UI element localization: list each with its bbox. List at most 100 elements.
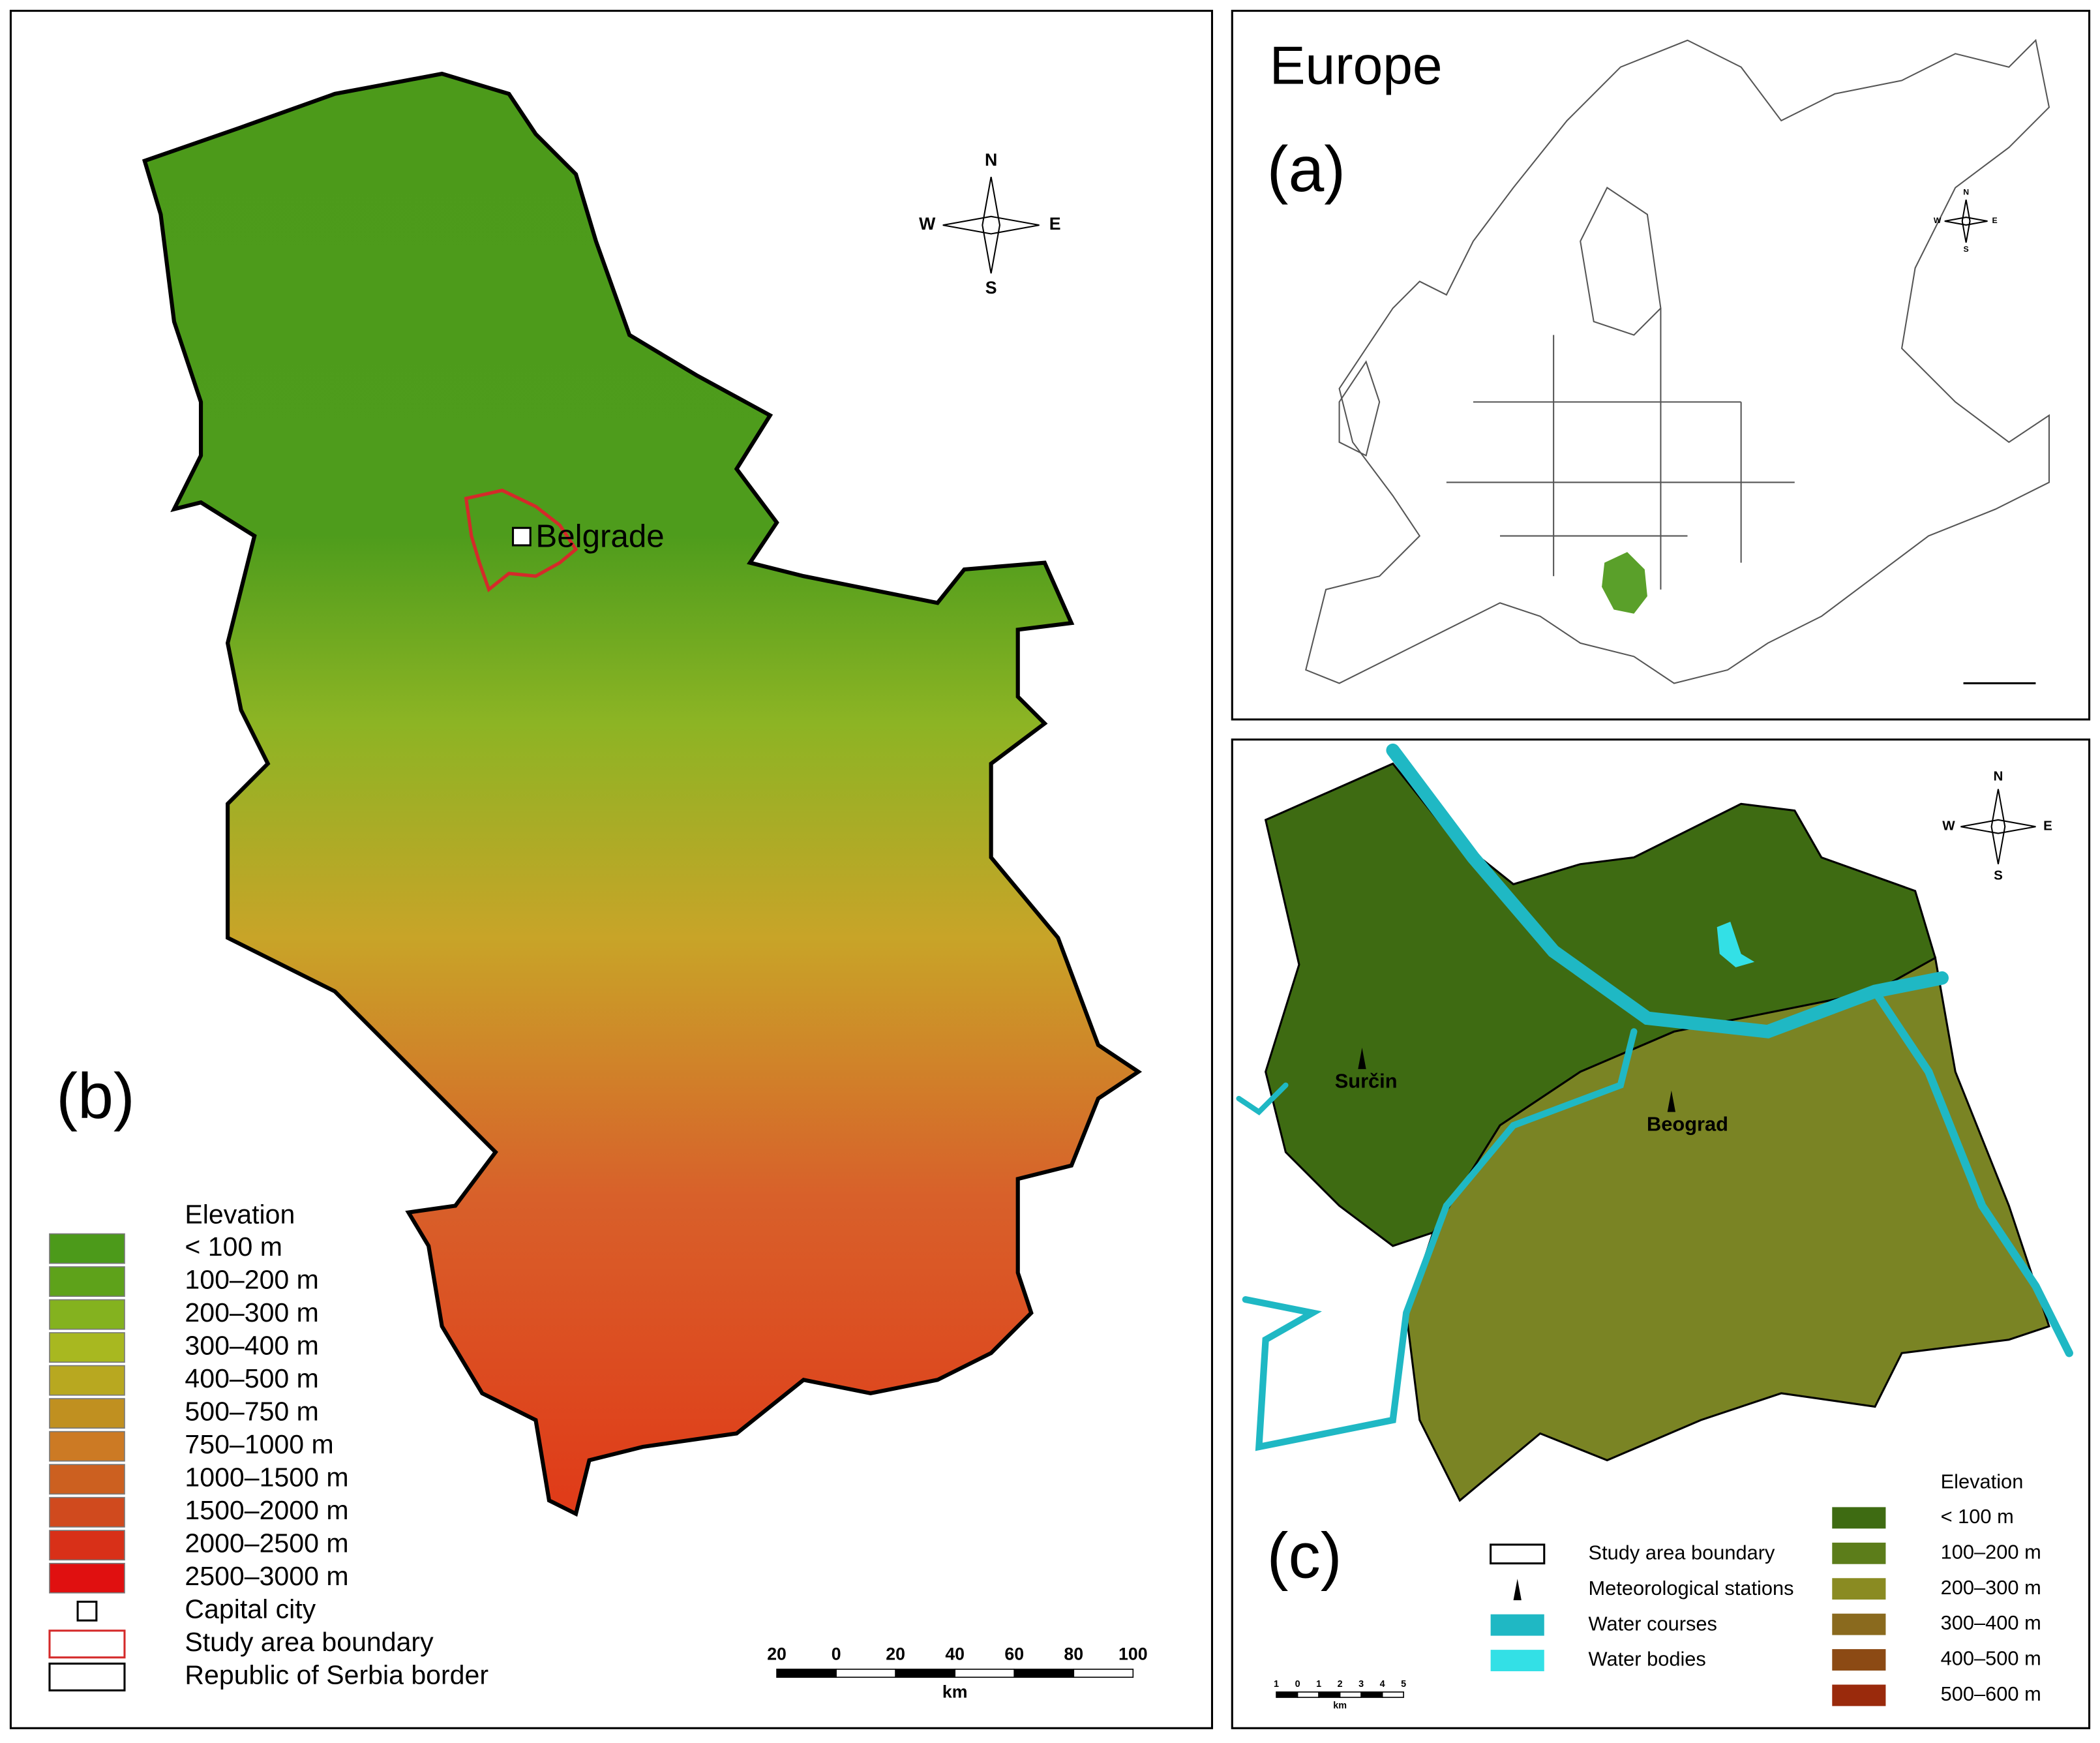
panel-title: Europe [1270,37,1443,96]
compass-rose [1960,789,2036,864]
compass-w: W [1934,216,1942,225]
place-label: Belgrade [535,519,664,554]
legend-label: 750–1000 m [185,1429,333,1459]
panel-label: (c) [1267,1520,1342,1592]
water-body [1717,922,1755,967]
serbia-highlight [1602,552,1647,614]
scale-label: 3 [1358,1679,1364,1690]
scale-segment [895,1669,956,1678]
legend-label: 500–600 m [1941,1682,2041,1705]
legend-swatch [49,1266,125,1297]
station-label: Beograd [1647,1112,1728,1135]
legend-swatch [1832,1613,1886,1635]
legend-swatch [49,1365,125,1396]
scale-segment [1381,1691,1404,1698]
scale-label: 100 [1118,1644,1148,1664]
compass-n: N [1994,769,2003,784]
legend-label: Study area boundary [1589,1541,1776,1564]
compass-s: S [985,278,997,297]
legend-label: Meteorological stations [1589,1577,1794,1599]
scale-unit: km [942,1682,968,1701]
compass-n: N [985,150,997,170]
legend-label: 200–300 m [1941,1576,2041,1599]
legend-swatch [1832,1684,1886,1706]
legend-label: 300–400 m [185,1330,318,1360]
legend-label: Republic of Serbia border [185,1660,488,1690]
scale-unit: km [1333,1701,1347,1711]
station-marker [1358,1048,1366,1069]
station-marker [1667,1090,1676,1112]
compass-w: W [1942,819,1955,834]
legend-symbol [48,1662,126,1691]
scale-segment [1276,1691,1298,1698]
legend-symbol [1490,1543,1546,1565]
study-area [464,489,578,592]
scale-segment [835,1669,896,1678]
panel-label: (b) [56,1060,134,1132]
scale-segment [1073,1669,1134,1678]
scale-segment [954,1669,1015,1678]
legend-label: 100–200 m [185,1264,318,1294]
legend-label: < 100 m [1941,1505,2014,1528]
scale-label: 2 [1338,1679,1343,1690]
scale-label: 0 [832,1644,841,1664]
scale-label: 0 [1295,1679,1300,1690]
legend-swatch [49,1398,125,1429]
scale-label: 1 [1316,1679,1321,1690]
scale-label: 4 [1380,1679,1385,1690]
panel-a-frame [1231,10,2091,721]
capital-marker [511,526,532,547]
compass-s: S [1964,245,1969,254]
legend-label: 1000–1500 m [185,1463,348,1493]
legend-swatch [1832,1542,1886,1564]
legend-label: 300–400 m [1941,1611,2041,1634]
legend-title: Elevation [1941,1470,2024,1493]
compass-rose [942,177,1040,274]
compass-rose [1944,199,1988,243]
scale-label: 20 [886,1644,905,1664]
legend-swatch [49,1431,125,1462]
legend-label: Water courses [1589,1612,1717,1635]
scale-label: 20 [767,1644,787,1664]
legend-label: 2000–2500 m [185,1528,348,1558]
scale-label: 40 [945,1644,965,1664]
legend-symbol [1513,1579,1522,1601]
compass-e: E [1992,216,1997,225]
legend-label: 400–500 m [185,1363,318,1393]
legend-label: 400–500 m [1941,1647,2041,1670]
legend-label: < 100 m [185,1232,282,1262]
legend-swatch [1832,1507,1886,1529]
compass-s: S [1994,868,2003,883]
europe-outline [1305,38,2050,684]
water-courses [1236,743,2073,1451]
legend-symbol [76,1600,98,1622]
compass-e: E [2043,819,2052,834]
legend-symbol [48,1629,126,1659]
serbia-elevation [142,71,1143,1517]
legend-label: 100–200 m [1941,1540,2041,1563]
legend-swatch [1832,1649,1886,1671]
scale-label: 80 [1064,1644,1083,1664]
scale-segment [1297,1691,1319,1698]
legend-label: 200–300 m [185,1297,318,1327]
legend-label: 500–750 m [185,1397,318,1427]
panel-c-frame [1231,738,2091,1729]
scale-label: 60 [1004,1644,1024,1664]
station-label: Surčin [1335,1070,1398,1093]
scale-segment [1360,1691,1383,1698]
legend-swatch [49,1233,125,1264]
compass-w: W [919,214,936,234]
legend-label: 2500–3000 m [185,1561,348,1591]
legend-title: Elevation [185,1200,295,1230]
legend-swatch [49,1562,125,1594]
legend-swatch [49,1464,125,1495]
legend-symbol [1490,1614,1544,1636]
scale-segment [1013,1669,1075,1678]
panel-b-frame [9,10,1214,1729]
legend-label: Capital city [185,1594,316,1624]
compass-n: N [1963,187,1969,196]
legend-symbol [1490,1650,1544,1671]
compass-e: E [1049,214,1061,234]
legend-swatch [49,1496,125,1528]
